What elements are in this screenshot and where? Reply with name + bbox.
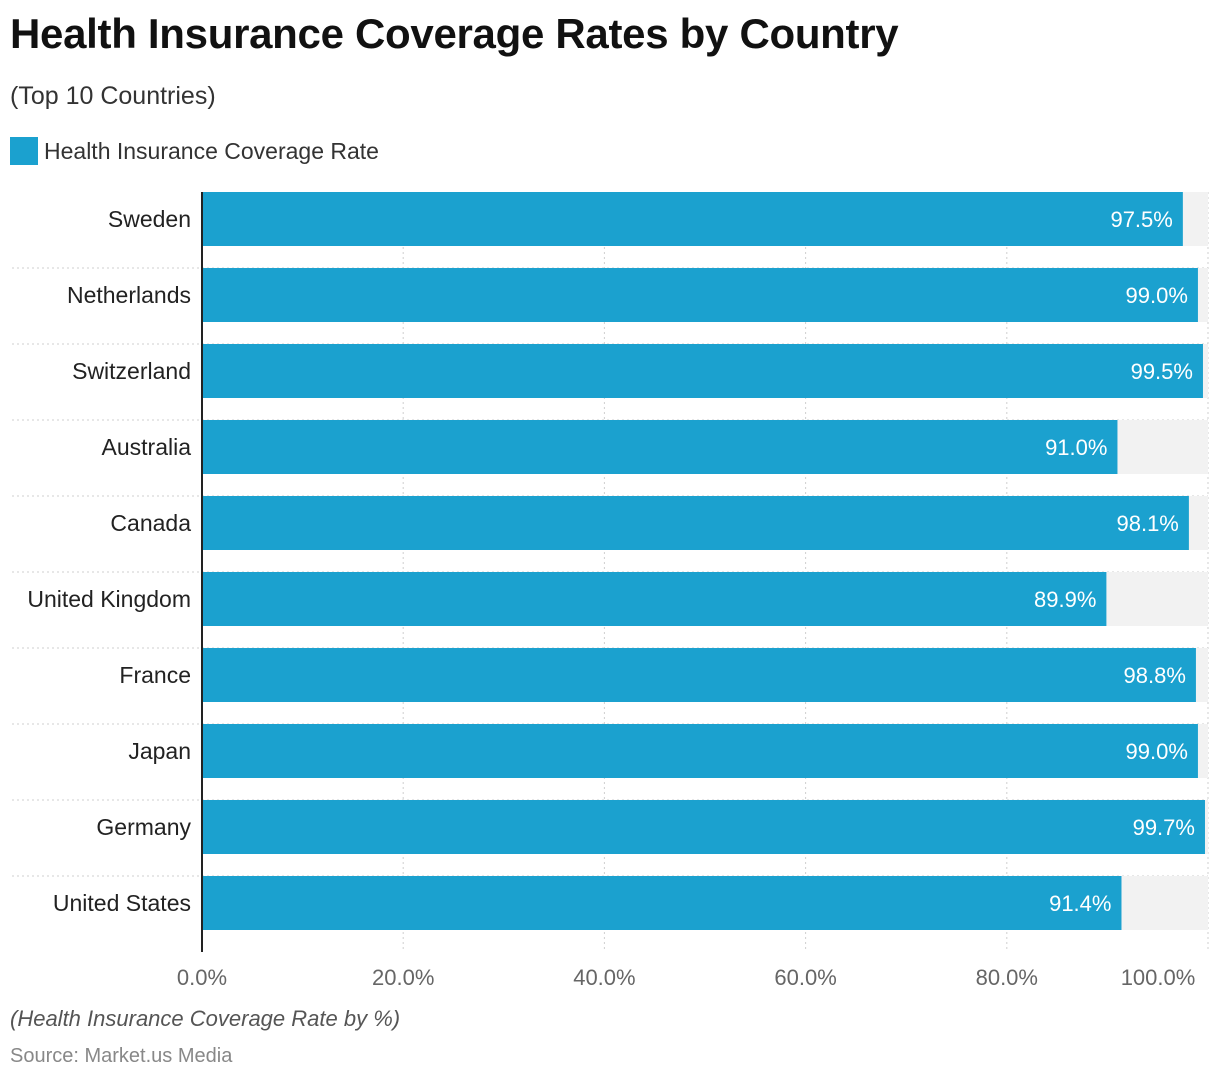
category-label: Switzerland	[72, 358, 191, 384]
bar	[202, 496, 1189, 550]
bar-value-label: 99.7%	[1133, 815, 1195, 840]
bar	[202, 192, 1183, 246]
legend: Health Insurance Coverage Rate	[10, 136, 379, 166]
chart-source: Source: Market.us Media	[10, 1045, 233, 1067]
category-label: Netherlands	[67, 282, 191, 308]
bar-value-label: 98.1%	[1116, 511, 1178, 536]
chart-note: (Health Insurance Coverage Rate by %)	[10, 1006, 401, 1031]
bar	[202, 724, 1198, 778]
category-label: United States	[53, 890, 191, 916]
category-label: Germany	[96, 814, 191, 840]
bar-chart: 97.5% Sweden 99.0% Netherlands 99.5% Switzerl…	[12, 192, 1209, 985]
category-label: Australia	[102, 434, 192, 460]
category-label: Canada	[110, 510, 191, 536]
axis-layer: 0.0% 20.0% 40.0% 60.0% 80.0% 100.0%	[177, 192, 1195, 985]
bar-value-label: 99.0%	[1126, 739, 1188, 764]
legend-swatch	[10, 137, 38, 165]
bar-value-label: 98.8%	[1124, 663, 1186, 688]
bar-value-label: 99.5%	[1131, 359, 1193, 384]
x-tick-label: 100.0%	[1121, 965, 1196, 985]
bar	[202, 800, 1205, 854]
category-label: France	[119, 662, 191, 688]
chart-title: Health Insurance Coverage Rates by Count…	[10, 10, 899, 57]
category-label: Sweden	[108, 206, 191, 232]
x-tick-label: 20.0%	[372, 965, 434, 985]
bar	[202, 648, 1196, 702]
bar	[202, 572, 1107, 626]
category-label: United Kingdom	[27, 586, 191, 612]
bar	[202, 420, 1118, 474]
label-layer: 97.5% Sweden 99.0% Netherlands 99.5% Switzerl…	[27, 206, 1195, 916]
x-tick-label: 0.0%	[177, 965, 227, 985]
bar-layer	[202, 192, 1205, 930]
x-tick-label: 80.0%	[976, 965, 1038, 985]
bar	[202, 876, 1122, 930]
bar-value-label: 89.9%	[1034, 587, 1096, 612]
chart-subtitle: (Top 10 Countries)	[10, 82, 216, 110]
bar-value-label: 99.0%	[1126, 283, 1188, 308]
x-tick-label: 60.0%	[774, 965, 836, 985]
bar	[202, 344, 1203, 398]
legend-label: Health Insurance Coverage Rate	[44, 137, 379, 164]
bar-value-label: 91.4%	[1049, 891, 1111, 916]
x-tick-label: 40.0%	[573, 965, 635, 985]
bar-value-label: 97.5%	[1110, 207, 1172, 232]
bar-value-label: 91.0%	[1045, 435, 1107, 460]
bar	[202, 268, 1198, 322]
category-label: Japan	[128, 738, 191, 764]
